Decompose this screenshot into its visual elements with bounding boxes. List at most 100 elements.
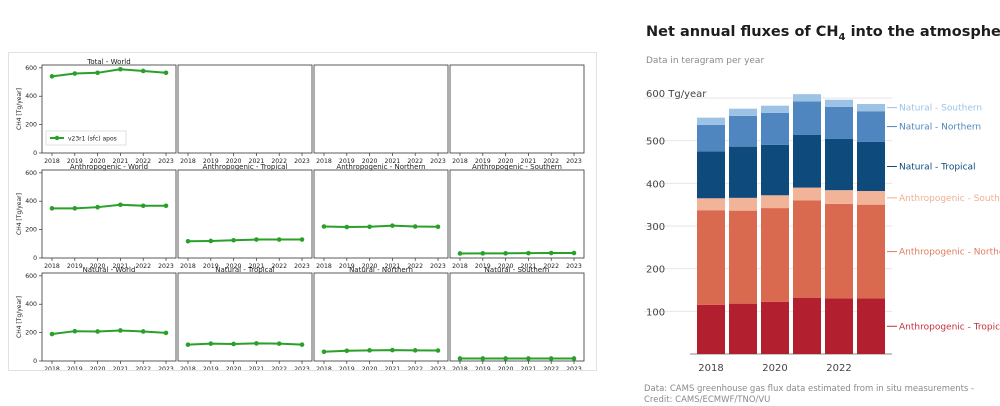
x-tick-label: 2023 <box>566 263 582 270</box>
data-point <box>458 251 463 256</box>
bar-segment <box>761 195 789 208</box>
x-tick-label: 2021 <box>113 366 129 370</box>
data-point <box>164 203 169 208</box>
y-unit-label: 600 Tg/year <box>646 89 707 100</box>
data-point <box>300 342 305 347</box>
y-tick-label: 0 <box>33 255 37 262</box>
series-label: Anthropogenic - Tropical <box>899 322 1000 332</box>
x-tick-label: 2023 <box>430 158 446 165</box>
data-point <box>413 348 418 353</box>
subplot-frame <box>178 170 312 258</box>
x-tick-label: 2020 <box>226 366 242 370</box>
data-point <box>572 251 577 256</box>
data-point <box>503 251 508 256</box>
data-point <box>549 251 554 256</box>
series-label: Anthropogenic - Northern <box>899 248 1000 258</box>
bar-segment <box>761 302 789 354</box>
x-tick-label: 2018 <box>452 366 468 370</box>
bar-segment <box>793 200 821 297</box>
data-point <box>503 356 508 361</box>
bar-segment <box>825 299 853 354</box>
y-tick-label: 0 <box>33 358 37 365</box>
y-tick-label: 600 <box>25 170 37 177</box>
data-point <box>50 206 55 211</box>
subplot-frame <box>314 170 448 258</box>
subplot-title: Anthropogenic - World <box>70 163 148 171</box>
y-tick-label: 200 <box>25 122 37 129</box>
source-credit: Data: CAMS greenhouse gas flux data esti… <box>644 384 994 406</box>
y-tick-label: 0 <box>33 150 37 157</box>
data-point <box>231 342 236 347</box>
x-tick-label: 2020 <box>762 363 787 374</box>
y-tick-label: 100 <box>646 307 665 318</box>
x-tick-label: 2020 <box>90 366 106 370</box>
data-point <box>118 67 123 72</box>
bar-segment <box>729 211 757 304</box>
data-point <box>50 74 55 79</box>
data-point <box>526 251 531 256</box>
subplot-frame <box>178 65 312 153</box>
x-tick-label: 2018 <box>316 263 332 270</box>
data-point <box>277 341 282 346</box>
x-tick-label: 2020 <box>498 366 514 370</box>
y-axis-label: CH4 [Tg/year] <box>16 296 23 338</box>
x-tick-label: 2018 <box>44 366 60 370</box>
data-point <box>526 356 531 361</box>
subplot-title: Natural - Southern <box>485 266 550 274</box>
x-tick-label: 2022 <box>135 263 151 270</box>
subplot-frame <box>178 273 312 361</box>
subplot-title: Anthropogenic - Northern <box>336 163 425 171</box>
x-tick-label: 2019 <box>339 366 355 370</box>
bar-segment <box>793 188 821 201</box>
data-point <box>209 341 214 346</box>
bar-segment <box>825 204 853 299</box>
bar-segment <box>857 111 885 142</box>
data-point <box>549 356 554 361</box>
x-tick-label: 2023 <box>566 158 582 165</box>
data-point <box>118 328 123 333</box>
subplot-title: Natural - Tropical <box>215 266 275 274</box>
y-tick-label: 400 <box>646 179 665 190</box>
data-point <box>73 71 78 76</box>
bar-segment <box>857 191 885 205</box>
y-tick-label: 400 <box>25 301 37 308</box>
x-tick-label: 2018 <box>316 366 332 370</box>
y-axis-label: CH4 [Tg/year] <box>16 193 23 235</box>
x-tick-label: 2018 <box>698 363 723 374</box>
data-point <box>436 224 441 229</box>
data-point <box>345 225 350 230</box>
x-tick-label: 2021 <box>249 366 265 370</box>
y-tick-label: 600 <box>25 273 37 280</box>
y-tick-label: 300 <box>646 222 665 233</box>
data-point <box>141 203 146 208</box>
bar-segment <box>825 139 853 190</box>
x-tick-label: 2018 <box>452 158 468 165</box>
subplot-frame <box>42 170 176 258</box>
bar-segment <box>825 190 853 204</box>
data-point <box>141 69 146 74</box>
y-tick-label: 400 <box>25 198 37 205</box>
bar-segment <box>825 107 853 139</box>
subplot-title: Anthropogenic - Tropical <box>203 163 288 171</box>
legend-marker <box>55 136 59 140</box>
y-tick-label: 600 <box>25 65 37 72</box>
series-label: Anthropogenic - Southern <box>899 194 1000 204</box>
bar-segment <box>729 147 757 198</box>
subplot-title: Natural - Northern <box>349 266 413 274</box>
subplot-frame <box>314 65 448 153</box>
subplot-frame <box>314 273 448 361</box>
data-point <box>50 332 55 337</box>
data-point <box>254 341 259 346</box>
x-tick-label: 2023 <box>566 366 582 370</box>
data-point <box>481 251 486 256</box>
data-point <box>367 224 372 229</box>
data-point <box>436 348 441 353</box>
y-axis-label: CH4 [Tg/year] <box>16 88 23 130</box>
data-point <box>345 348 350 353</box>
x-tick-label: 2018 <box>180 263 196 270</box>
bar-segment <box>697 305 725 354</box>
y-tick-label: 200 <box>25 227 37 234</box>
